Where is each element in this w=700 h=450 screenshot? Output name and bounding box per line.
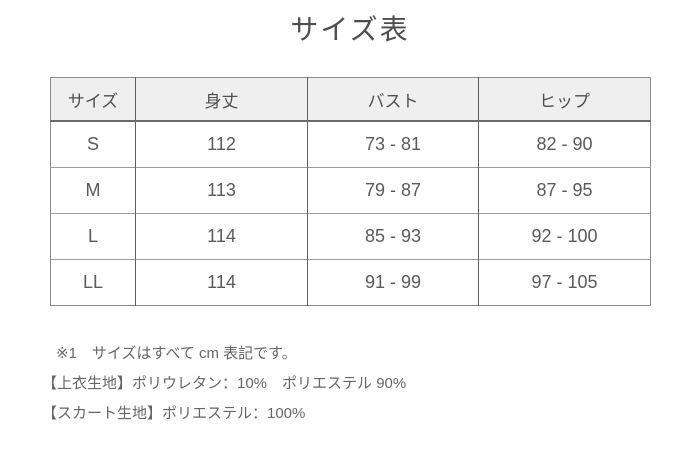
cell-size: L [50,213,136,260]
cell-size: S [86,134,99,154]
table-header-row: サイズ 身丈 バスト ヒップ [50,77,651,122]
note-skirt-fabric: 【スカート生地】ポリエステル：100% [42,405,306,422]
cell-length: 113 [135,167,308,214]
note-top-fabric: 【上衣生地】ポリウレタン：10% ポリエステル 90% [42,375,407,392]
header-cell-bust: バスト [307,77,479,122]
table-row: M 113 79 - 87 87 - 95 [50,167,651,214]
cell-length: 114 [135,259,308,306]
cell-length: 114 [135,213,308,260]
cell-hip: 92 - 100 [478,213,651,260]
cell-hip: 82 - 90 [478,121,651,168]
size-chart-table: サイズ 身丈 バスト ヒップ S 112 73 - 81 82 - 90 M 1… [50,77,651,306]
cell-bust: 73 - 81 [307,121,479,168]
cell-size: M [50,167,136,214]
header-cell-length: 身丈 [135,77,308,122]
header-cell-size: サイズ [50,77,136,122]
cell-size: LL [50,259,136,306]
cell-hip: 87 - 95 [478,167,651,214]
page-title: サイズ表 [290,14,410,45]
cell-hip: 97 - 105 [478,259,651,306]
header-cell-hip: ヒップ [478,77,651,122]
note-cm-unit: ※1 サイズはすべて cm 表記です。 [56,345,297,362]
cell-bust: 79 - 87 [307,167,479,214]
cell-bust: 85 - 93 [307,213,479,260]
table-row: L 114 85 - 93 92 - 100 [50,213,651,260]
table-row: S 112 73 - 81 82 - 90 [51,121,651,168]
table-row: LL 114 91 - 99 97 - 105 [50,259,651,306]
cell-bust: 91 - 99 [307,259,479,306]
footnotes: ※1 サイズはすべて cm 表記です。 【上衣生地】ポリウレタン：10% ポリエ… [42,339,700,429]
cell-length: 112 [135,121,308,168]
